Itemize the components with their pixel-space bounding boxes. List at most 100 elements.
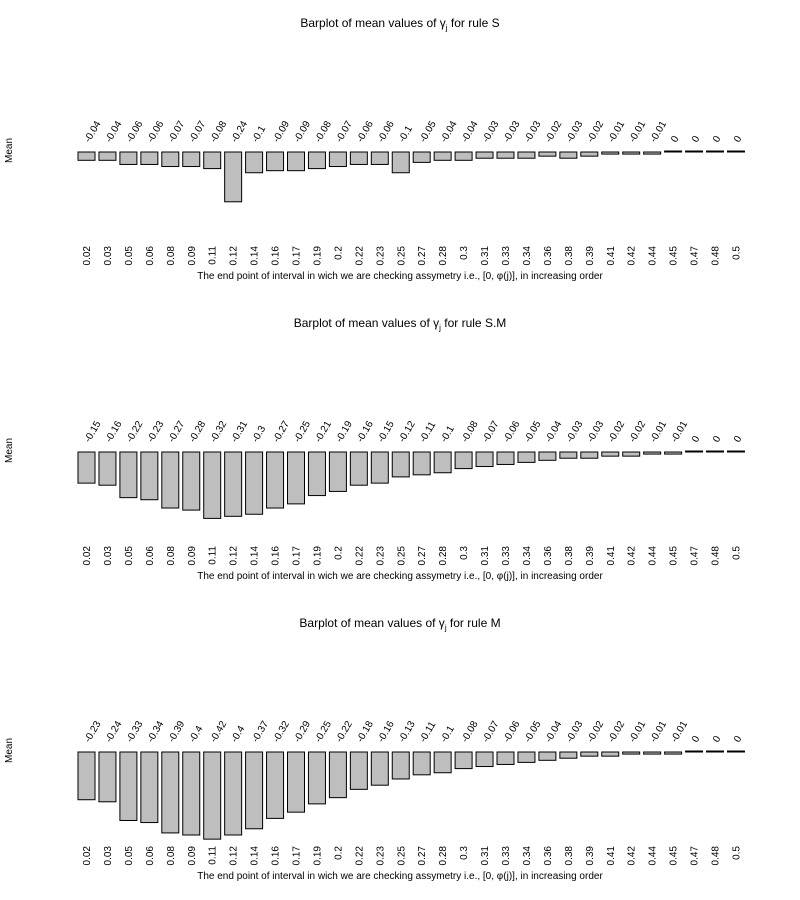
x-tick-label: 0.22 (354, 246, 365, 266)
bar-value-label: -0.04 (104, 119, 125, 145)
bar (412, 451, 431, 476)
x-tick-label: 0.11 (208, 546, 219, 565)
x-tick-label: 0.33 (501, 846, 512, 866)
bar-value-label: 0 (732, 434, 745, 445)
bar (224, 751, 243, 836)
bar-value-label: -0.32 (208, 419, 229, 445)
bar-value-label: -0.06 (124, 119, 145, 145)
bar-value-label: -0.13 (397, 719, 418, 745)
bar-value-label: -0.01 (627, 719, 648, 745)
bar-value-label: 0 (732, 734, 745, 745)
x-tick-label: 0.02 (82, 846, 93, 866)
bar (140, 751, 159, 824)
bar-plot: -0.04 0.02 -0.04 0.03 -0.06 0.05 -0.06 0.06 -0.0… (77, 119, 745, 266)
bar-value-label: -0.01 (606, 119, 627, 145)
chart-title: Barplot of mean values of γj for rule S.… (0, 316, 800, 332)
bar (370, 451, 389, 484)
x-tick-label: 0.47 (690, 246, 701, 266)
x-tick-label: 0.05 (124, 546, 135, 566)
bar (559, 451, 578, 459)
bar-value-label: -0.06 (145, 119, 166, 145)
bar-plot: -0.23 0.02 -0.24 0.03 -0.33 0.05 -0.34 0.06 -0.3… (77, 719, 745, 866)
bar-value-label: -0.04 (439, 119, 460, 145)
bar-value-label: -0.09 (292, 119, 313, 145)
bar-value-label: -0.05 (523, 719, 544, 745)
x-tick-label: 0.31 (480, 846, 491, 866)
bar-value-label: -0.04 (543, 719, 564, 745)
x-tick-label: 0.48 (711, 546, 722, 566)
bar-value-label: -0.02 (585, 719, 606, 745)
x-tick-label: 0.23 (375, 246, 386, 266)
x-tick-label: 0.28 (438, 246, 449, 266)
x-tick-label: 0.41 (606, 246, 617, 266)
bar-value-label: 0 (669, 134, 682, 145)
x-tick-label: 0.33 (501, 546, 512, 566)
bar-value-label: -0.3 (250, 424, 268, 445)
x-tick-label: 0.31 (480, 546, 491, 566)
bar (706, 150, 724, 153)
bar (349, 451, 368, 486)
bar-value-label: -0.07 (481, 419, 502, 445)
bar (77, 151, 96, 161)
chart-title-text: Barplot of mean values of γ (293, 316, 440, 330)
bar-value-label: -0.01 (648, 119, 669, 145)
bar (664, 751, 683, 755)
x-axis-label: The end point of interval in wich we are… (197, 571, 603, 582)
x-tick-label: 0.5 (731, 546, 742, 560)
x-tick-label: 0.22 (354, 846, 365, 866)
x-tick-label: 0.06 (145, 246, 156, 266)
bar (140, 451, 159, 501)
bar (643, 151, 662, 155)
x-tick-label: 0.08 (166, 546, 177, 566)
bar (622, 751, 641, 755)
x-tick-label: 0.03 (103, 846, 114, 866)
x-tick-label: 0.22 (354, 546, 365, 566)
x-tick-label: 0.28 (438, 846, 449, 866)
bar-value-label: -0.19 (334, 419, 355, 445)
x-tick-label: 0.39 (585, 846, 596, 866)
x-tick-label: 0.28 (438, 546, 449, 566)
bar-value-label: -0.05 (523, 419, 544, 445)
bar-value-label: -0.23 (83, 719, 104, 745)
x-tick-label: 0.03 (103, 546, 114, 566)
x-tick-label: 0.3 (459, 246, 470, 260)
x-tick-label: 0.2 (333, 546, 344, 560)
x-tick-label: 0.2 (333, 246, 344, 260)
x-tick-label: 0.16 (271, 846, 282, 866)
x-tick-label: 0.12 (229, 246, 240, 266)
bar (622, 451, 641, 457)
bar-value-label: 0 (732, 134, 745, 145)
bar (538, 451, 557, 461)
bar (580, 751, 599, 757)
x-tick-label: 0.14 (250, 546, 261, 566)
bar-value-label: -0.01 (627, 119, 648, 145)
bar (517, 751, 536, 763)
bar (266, 751, 285, 819)
x-tick-label: 0.45 (669, 246, 680, 266)
bar-value-label: -0.05 (418, 119, 439, 145)
bar (391, 151, 410, 174)
bar-value-label: -0.06 (355, 119, 376, 145)
x-tick-label: 0.14 (250, 846, 261, 866)
bar-value-label: -0.12 (397, 419, 418, 445)
bar-value-label: 0 (690, 134, 703, 145)
bar-value-label: -0.02 (627, 419, 648, 445)
bar (433, 751, 452, 774)
x-tick-label: 0.2 (333, 846, 344, 860)
bar (287, 751, 305, 813)
bar-value-label: -0.01 (648, 719, 669, 745)
bar (475, 151, 494, 159)
x-tick-label: 0.41 (606, 846, 617, 866)
bar (643, 751, 662, 755)
bar-value-label: -0.28 (187, 419, 208, 445)
bar (119, 751, 138, 821)
bar-value-label: -0.11 (418, 420, 439, 445)
bar-value-label: -0.27 (166, 419, 187, 445)
x-tick-label: 0.36 (543, 846, 554, 866)
bar-value-label: -0.32 (271, 719, 292, 745)
bar-value-label: -0.06 (502, 719, 523, 745)
bar (161, 151, 180, 168)
x-tick-label: 0.16 (271, 546, 282, 566)
x-tick-label: 0.27 (417, 546, 428, 566)
bar-value-label: -0.01 (669, 419, 690, 445)
